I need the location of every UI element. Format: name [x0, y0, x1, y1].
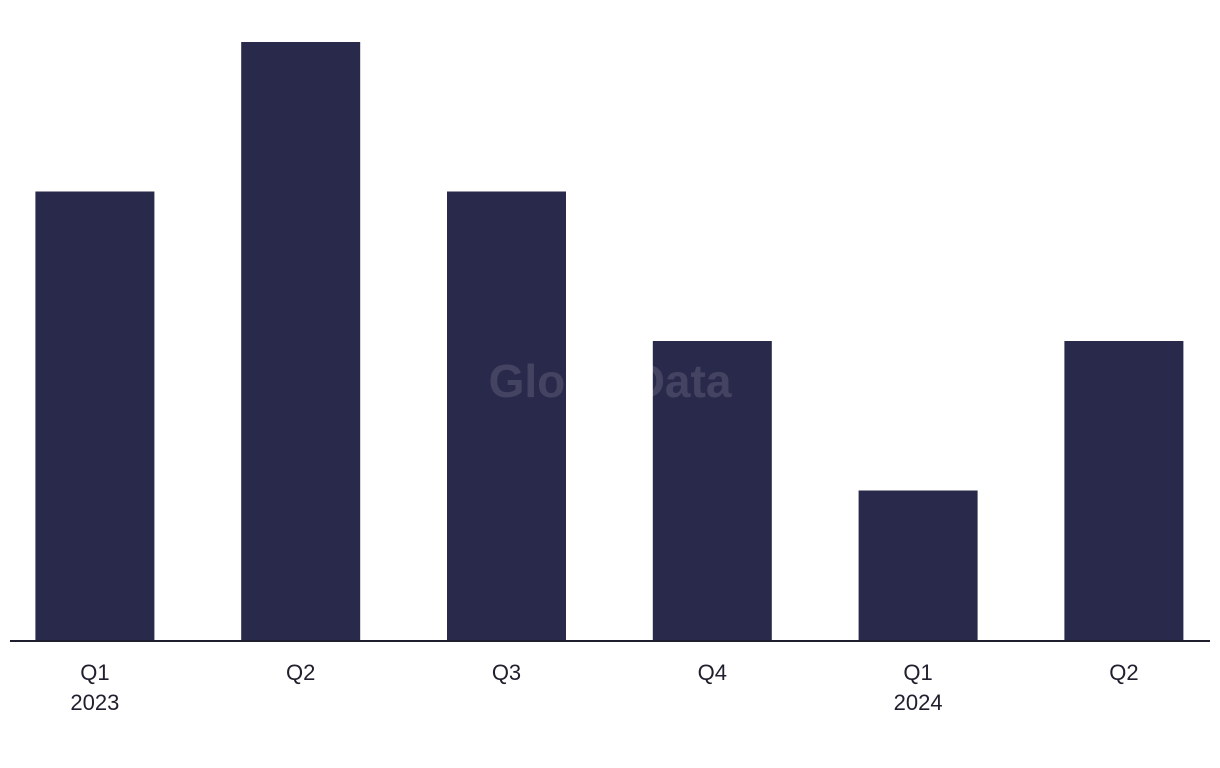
watermark: GlobalData [489, 355, 732, 407]
x-tick-label: Q1 [903, 660, 932, 685]
bar [35, 191, 155, 640]
x-tick-label: Q1 [80, 660, 109, 685]
x-tick-label: Q4 [698, 660, 727, 685]
x-group-label: 2024 [894, 690, 943, 715]
x-tick-label: Q3 [492, 660, 521, 685]
bar [858, 490, 978, 640]
bar [241, 42, 361, 640]
x-tick-label: Q2 [286, 660, 315, 685]
x-group-label: 2023 [70, 690, 119, 715]
bar [1064, 341, 1184, 640]
x-tick-label: Q2 [1109, 660, 1138, 685]
bar [652, 341, 772, 640]
bar [447, 191, 566, 640]
